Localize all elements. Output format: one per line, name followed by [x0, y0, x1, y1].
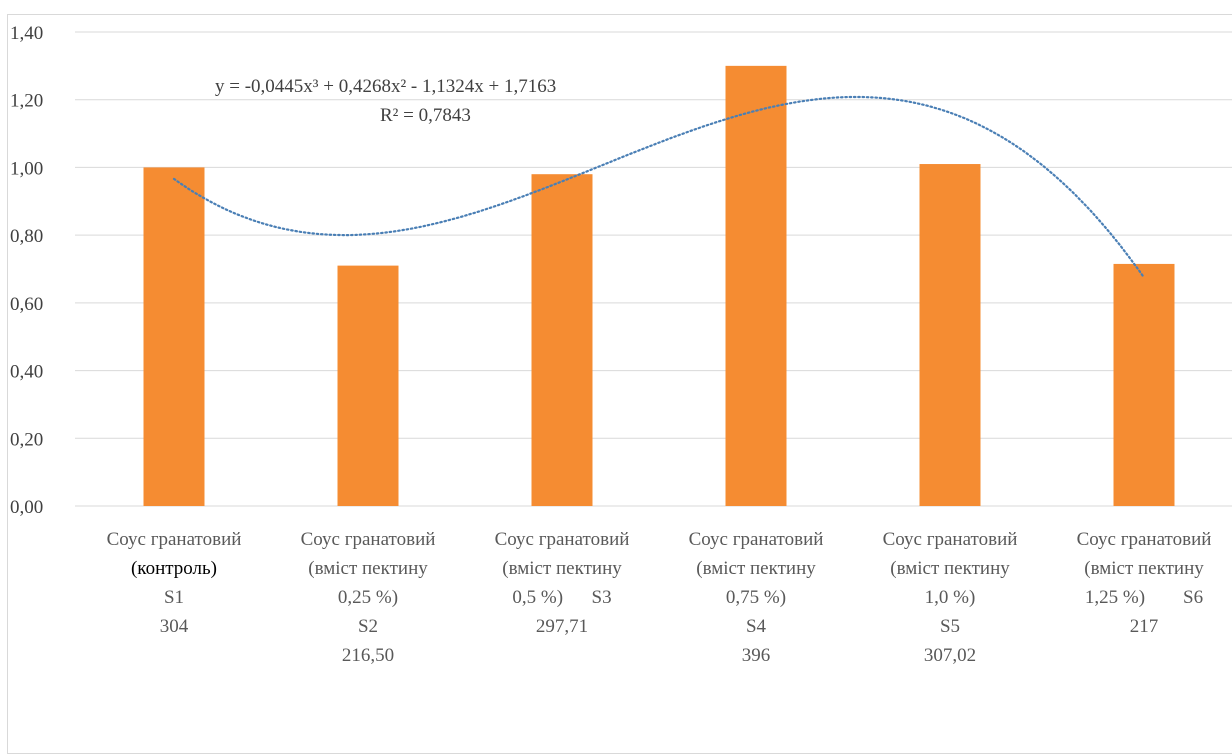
bar	[1113, 263, 1175, 506]
x-category-label: (вміст пектину	[890, 558, 1010, 579]
x-category-label: S1	[164, 587, 184, 608]
bar	[531, 174, 593, 506]
polynomial-trendline	[172, 95, 1146, 279]
trendline-r-squared: R² = 0,7843	[380, 105, 471, 126]
y-axis-tick-labels: 0,00 0,20 0,40 0,60 0,80 1,00 1,20 1,40	[10, 23, 43, 518]
x-category-label: 1,25 %) S6	[1085, 587, 1203, 608]
x-category-label: Соус гранатовий	[689, 529, 824, 550]
trendline-equation: y = -0,0445x³ + 0,4268x² - 1,1324x + 1,7…	[215, 76, 556, 97]
x-category-label: 307,02	[924, 645, 976, 666]
bar	[143, 167, 205, 506]
y-tick-label: 1,20	[10, 91, 43, 112]
x-category-label: 0,25 %)	[338, 587, 398, 608]
x-category-label: (вміст пектину	[502, 558, 622, 579]
x-category-label: Соус гранатовий	[107, 529, 242, 550]
y-tick-label: 0,40	[10, 362, 43, 383]
bar-chart: 0,00 0,20 0,40 0,60 0,80 1,00 1,20 1,40 y = -0,…	[10, 23, 1232, 666]
x-category-label: 297,71	[536, 616, 588, 637]
x-category-label: 0,5 %) S3	[512, 587, 611, 608]
x-category-label: (вміст пектину	[308, 558, 428, 579]
y-tick-label: 0,20	[10, 429, 43, 450]
y-tick-label: 0,60	[10, 294, 43, 315]
y-tick-label: 1,40	[10, 23, 43, 44]
x-category-label: 216,50	[342, 645, 394, 666]
x-category-label: (контроль)	[131, 558, 217, 579]
bar	[919, 164, 981, 507]
x-category-label: (вміст пектину	[1084, 558, 1204, 579]
bar	[725, 65, 787, 506]
x-category-label: Соус гранатовий	[1077, 529, 1212, 550]
y-tick-label: 0,00	[10, 497, 43, 518]
x-category-label: 217	[1130, 616, 1159, 637]
x-category-label: 304	[160, 616, 189, 637]
y-tick-label: 0,80	[10, 226, 43, 247]
x-category-label: 1,0 %)	[925, 587, 976, 608]
x-category-label: Соус гранатовий	[301, 529, 436, 550]
x-category-label: 0,75 %)	[726, 587, 786, 608]
chart-area	[7, 14, 1232, 754]
x-category-label: 396	[742, 645, 771, 666]
x-category-label: S5	[940, 616, 960, 637]
x-category-label: (вміст пектину	[696, 558, 816, 579]
x-category-label: Соус гранатовий	[883, 529, 1018, 550]
gridlines	[75, 31, 1232, 507]
bars	[143, 65, 1175, 507]
bar	[337, 265, 399, 506]
x-category-label: Соус гранатовий	[495, 529, 630, 550]
x-category-label: S2	[358, 616, 378, 637]
x-axis-category-labels: Соус гранатовий (контроль) S1 304 Соус грана…	[107, 529, 1212, 666]
x-category-label: S4	[746, 616, 767, 637]
y-tick-label: 1,00	[10, 158, 43, 179]
